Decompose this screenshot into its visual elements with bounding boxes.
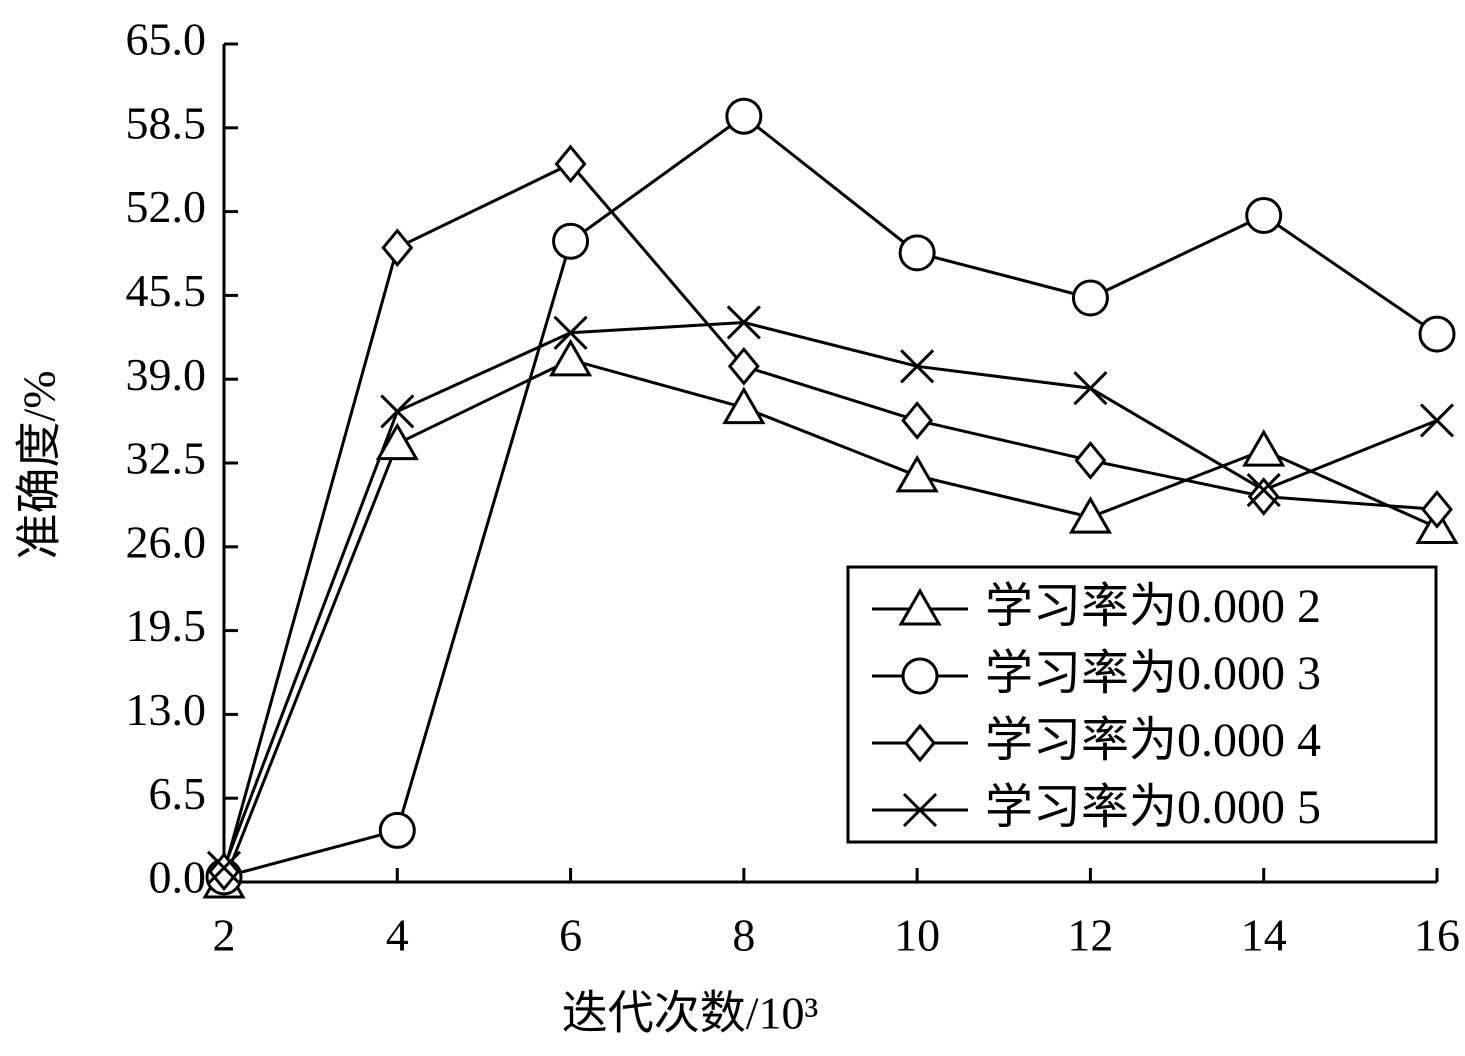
marker xyxy=(722,386,766,425)
marker xyxy=(1418,315,1456,353)
y-tick-label: 26.0 xyxy=(126,516,207,567)
y-tick-label: 45.5 xyxy=(126,265,207,316)
y-tick-label: 0.0 xyxy=(149,852,207,903)
x-tick-label: 8 xyxy=(732,910,755,961)
x-tick-label: 10 xyxy=(894,910,940,961)
legend-marker xyxy=(902,792,938,828)
marker xyxy=(725,97,763,135)
marker xyxy=(895,454,939,493)
marker xyxy=(375,422,419,461)
marker xyxy=(1246,473,1281,508)
marker xyxy=(1242,429,1286,467)
series-line xyxy=(222,320,1438,869)
x-axis-label: 迭代次数/10³ xyxy=(562,988,819,1039)
marker xyxy=(898,234,936,272)
legend-marker xyxy=(898,587,942,626)
marker xyxy=(1074,441,1107,480)
marker xyxy=(1073,371,1108,406)
x-tick-label: 12 xyxy=(1067,910,1113,961)
marker xyxy=(1245,196,1283,234)
y-tick-label: 65.0 xyxy=(126,14,207,65)
x-tick-label: 16 xyxy=(1414,910,1460,961)
y-tick-label: 32.5 xyxy=(126,433,207,484)
marker xyxy=(1068,496,1113,534)
y-tick-label: 6.5 xyxy=(149,768,207,819)
marker xyxy=(378,811,416,849)
y-tick-label: 19.5 xyxy=(126,600,207,651)
marker xyxy=(726,305,761,340)
y-axis-label: 准确度/% xyxy=(14,370,65,559)
marker xyxy=(1071,279,1109,317)
marker xyxy=(1419,403,1455,438)
legend-label: 学习率为0.000 3 xyxy=(985,647,1321,700)
legend-label: 学习率为0.000 4 xyxy=(985,714,1321,767)
legend-label: 学习率为0.000 5 xyxy=(985,781,1321,834)
x-tick-label: 4 xyxy=(386,910,409,961)
x-tick-label: 14 xyxy=(1241,910,1287,961)
series-line xyxy=(222,358,1438,883)
y-tick-label: 52.0 xyxy=(126,181,207,232)
y-tick-label: 58.5 xyxy=(126,97,207,148)
series-line xyxy=(223,114,1438,879)
marker xyxy=(381,228,414,268)
marker xyxy=(208,852,240,892)
marker xyxy=(1421,490,1453,529)
series-line xyxy=(222,162,1438,873)
legend-label: 学习率为0.000 2 xyxy=(985,580,1321,633)
marker xyxy=(901,401,934,440)
marker xyxy=(553,315,588,350)
legend-marker xyxy=(901,657,939,695)
legend-marker xyxy=(904,723,936,763)
legend-box xyxy=(846,565,1438,844)
x-tick-label: 2 xyxy=(213,910,236,961)
marker xyxy=(727,346,760,386)
marker xyxy=(548,338,593,377)
x-tick-label: 6 xyxy=(559,910,582,961)
marker xyxy=(552,222,590,260)
marker xyxy=(206,850,242,885)
y-tick-label: 13.0 xyxy=(126,684,207,735)
marker xyxy=(900,349,935,384)
marker xyxy=(380,394,415,429)
marker xyxy=(554,144,587,184)
marker xyxy=(1247,477,1280,516)
y-tick-label: 39.0 xyxy=(126,349,207,400)
